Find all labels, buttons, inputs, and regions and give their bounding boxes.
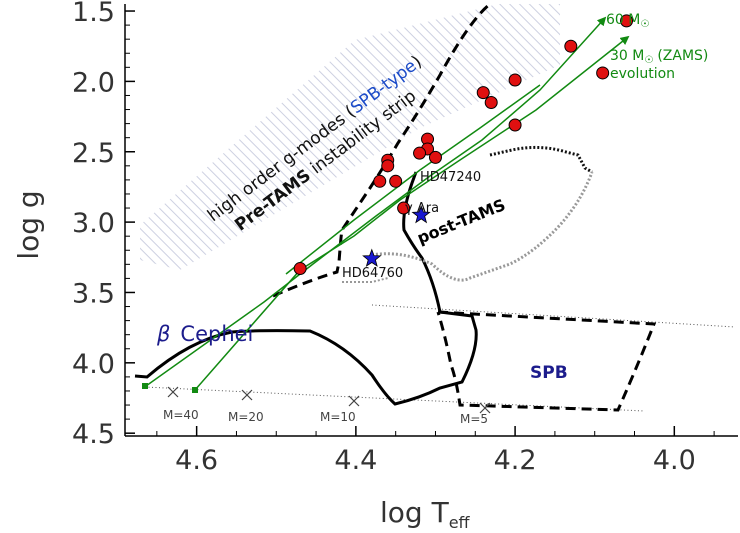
y-tick-label: 4.0 <box>72 349 115 380</box>
label-30-text: 30 M <box>610 48 644 64</box>
track-30-msun-2 <box>285 84 541 275</box>
instability-strip-band <box>140 4 560 270</box>
pre-tams-dashed-boundary <box>272 2 491 298</box>
data-point-red-circle <box>428 150 442 164</box>
track-60-start-marker <box>142 383 148 389</box>
data-point-red-circle <box>596 66 610 80</box>
x-axis-title: log Teff <box>380 496 471 532</box>
data-markers <box>293 14 634 276</box>
data-point-red-circle <box>484 96 498 110</box>
label-30-msun: 30 M☉ (ZAMS) <box>610 48 708 66</box>
label-60-msun: 60 M☉ <box>606 12 649 30</box>
data-point-red-circle <box>476 86 490 100</box>
data-point-red-circle <box>389 174 403 188</box>
y-tick-label: 1.5 <box>72 0 115 28</box>
data-point-red-circle <box>373 174 387 188</box>
sun-symbol-icon-2: ☉ <box>644 55 653 66</box>
axes-frame <box>124 4 738 437</box>
x-tick-label: 4.0 <box>653 445 696 476</box>
track-30-start-marker <box>192 387 198 393</box>
label-spb: SPB <box>530 363 568 383</box>
x-axis-title-sub: eff <box>449 513 471 532</box>
x-tick-label: 4.6 <box>175 445 218 476</box>
label-m10: M=10 <box>320 410 356 424</box>
data-point-red-circle <box>397 201 411 215</box>
y-tick-label: 3.0 <box>72 208 115 239</box>
spb-dashed-boundary <box>436 310 657 412</box>
mass-crosses <box>167 386 491 414</box>
data-point-blue-star <box>362 248 382 267</box>
label-hd64760: HD64760 <box>342 266 403 281</box>
label-m20: M=20 <box>228 410 264 424</box>
data-point-red-circle <box>508 118 522 132</box>
x-axis-title-main: log T <box>380 496 450 529</box>
y-tick-label: 2.0 <box>72 67 115 98</box>
post-tams-dotted-curve-2 <box>371 171 594 282</box>
x-axis-ticks: 4.6 4.4 4.2 4.0 <box>156 426 715 476</box>
label-m5: M=5 <box>460 412 488 426</box>
data-point-red-circle <box>413 146 427 160</box>
label-zams-text: (ZAMS) <box>657 48 708 64</box>
y-axis-ticks: 1.5 2.0 2.5 3.0 3.5 4.0 4.5 <box>72 0 135 450</box>
y-tick-label: 2.5 <box>72 138 115 169</box>
data-point-blue-star <box>411 204 431 224</box>
data-point-red-circle <box>381 159 395 173</box>
post-tams-dotted-curve-3 <box>342 277 389 283</box>
x-tick-label: 4.4 <box>334 445 377 476</box>
track-60-msun <box>145 16 607 387</box>
label-m40: M=40 <box>163 408 199 422</box>
sun-symbol-icon: ☉ <box>640 19 649 30</box>
x-tick-label: 4.2 <box>494 445 537 476</box>
label-beta-cephei: β Cephei <box>156 322 253 346</box>
data-point-red-circle <box>508 73 522 87</box>
label-hd47240: HD47240 <box>420 170 481 185</box>
tams-dotted-line <box>371 304 736 328</box>
post-tams-dotted-curve-1 <box>489 145 593 174</box>
label-gamma-ara: γ Ara <box>405 201 439 216</box>
data-point-red-circle <box>620 14 634 28</box>
cephei-text: Cephei <box>180 322 253 346</box>
y-tick-label: 4.5 <box>72 419 115 450</box>
beta-symbol: β <box>156 322 170 346</box>
y-tick-label: 3.5 <box>72 278 115 309</box>
data-point-red-circle <box>564 39 578 53</box>
y-axis-title: log g <box>12 190 45 259</box>
label-evolution: evolution <box>610 66 675 82</box>
label-60-text: 60 M <box>606 12 640 28</box>
data-point-red-circle <box>293 262 307 276</box>
